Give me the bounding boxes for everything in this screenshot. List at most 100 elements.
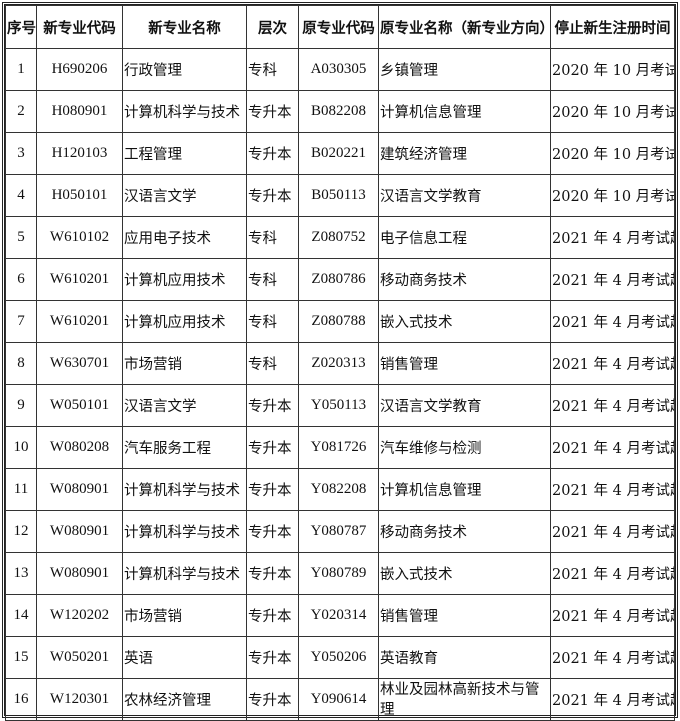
cell-level: 专升本: [246, 90, 299, 133]
header-new-code: 新专业代码: [36, 5, 123, 49]
cell-level: 专升本: [246, 594, 299, 637]
cell-level: 专升本: [246, 384, 299, 427]
cell-old-name: 移动商务技术: [378, 258, 551, 301]
cell-stop-date: 2021 年 4 月考试起: [550, 678, 675, 721]
cell-new-code: W080901: [36, 552, 123, 595]
cell-old-code: Y081726: [298, 426, 379, 469]
cell-new-name: 计算机应用技术: [122, 300, 247, 343]
cell-old-name: 英语教育: [378, 636, 551, 679]
cell-old-name: 汉语言文学教育: [378, 174, 551, 217]
cell-old-code: B050113: [298, 174, 379, 217]
cell-old-name: 销售管理: [378, 342, 551, 385]
header-new-name: 新专业名称: [122, 5, 247, 49]
cell-old-code: Z080752: [298, 216, 379, 259]
cell-old-code: Z080786: [298, 258, 379, 301]
cell-old-name: 电子信息工程: [378, 216, 551, 259]
cell-old-code: Y080787: [298, 510, 379, 553]
header-old-name: 原专业名称（新专业方向）: [378, 5, 551, 49]
cell-new-code: W050101: [36, 384, 123, 427]
cell-new-code: H080901: [36, 90, 123, 133]
cell-stop-date: 2021 年 4 月考试起: [550, 258, 675, 301]
cell-new-name: 计算机科学与技术: [122, 468, 247, 511]
cell-new-name: 计算机应用技术: [122, 258, 247, 301]
cell-new-name: 汉语言文学: [122, 174, 247, 217]
table-row: 11 W080901 计算机科学与技术 专升本 Y082208 计算机信息管理 2021 年…: [5, 468, 675, 511]
cell-old-name: 计算机信息管理: [378, 468, 551, 511]
cell-new-code: W080901: [36, 510, 123, 553]
cell-level: 专升本: [246, 552, 299, 595]
cell-level: 专升本: [246, 132, 299, 175]
cell-index: 7: [5, 300, 37, 343]
cell-index: 9: [5, 384, 37, 427]
cell-stop-date: 2020 年 10 月考试起: [550, 90, 675, 133]
cell-old-code: Y050206: [298, 636, 379, 679]
cell-old-name: 移动商务技术: [378, 510, 551, 553]
table-row: 7 W610201 计算机应用技术 专科 Z080788 嵌入式技术 2021 年 4 月考…: [5, 300, 675, 343]
cell-new-name: 计算机科学与技术: [122, 552, 247, 595]
cell-stop-date: 2020 年 10 月考试起: [550, 132, 675, 175]
cell-old-code: B020221: [298, 132, 379, 175]
cell-index: 6: [5, 258, 37, 301]
cell-old-code: Y080789: [298, 552, 379, 595]
cell-new-name: 行政管理: [122, 48, 247, 91]
cell-new-code: H050101: [36, 174, 123, 217]
cell-new-code: W080901: [36, 468, 123, 511]
cell-new-name: 市场营销: [122, 342, 247, 385]
cell-new-name: 计算机科学与技术: [122, 510, 247, 553]
cell-old-code: Z080788: [298, 300, 379, 343]
table-row: 6 W610201 计算机应用技术 专科 Z080786 移动商务技术 2021 年 4 月…: [5, 258, 675, 301]
cell-new-code: W120301: [36, 678, 123, 721]
cell-new-name: 汽车服务工程: [122, 426, 247, 469]
cell-stop-date: 2021 年 4 月考试起: [550, 216, 675, 259]
cell-stop-date: 2021 年 4 月考试起: [550, 468, 675, 511]
cell-new-name: 工程管理: [122, 132, 247, 175]
cell-index: 1: [5, 48, 37, 91]
table-row: 3 H120103 工程管理 专升本 B020221 建筑经济管理 2020 年 10 月考…: [5, 132, 675, 175]
cell-stop-date: 2020 年 10 月考试起: [550, 48, 675, 91]
cell-index: 10: [5, 426, 37, 469]
cell-index: 8: [5, 342, 37, 385]
cell-index: 5: [5, 216, 37, 259]
cell-old-name: 销售管理: [378, 594, 551, 637]
table-row: 12 W080901 计算机科学与技术 专升本 Y080787 移动商务技术 2021 年 …: [5, 510, 675, 553]
table-row: 9 W050101 汉语言文学 专升本 Y050113 汉语言文学教育 2021 年 4 月…: [5, 384, 675, 427]
cell-new-code: W610201: [36, 258, 123, 301]
cell-index: 2: [5, 90, 37, 133]
cell-stop-date: 2021 年 4 月考试起: [550, 384, 675, 427]
cell-old-code: Y020314: [298, 594, 379, 637]
cell-new-name: 农林经济管理: [122, 678, 247, 721]
table-row: 10 W080208 汽车服务工程 专升本 Y081726 汽车维修与检测 2021 年 4…: [5, 426, 675, 469]
cell-new-code: W120202: [36, 594, 123, 637]
table-row: 13 W080901 计算机科学与技术 专升本 Y080789 嵌入式技术 2021 年 4…: [5, 552, 675, 595]
cell-new-code: W610102: [36, 216, 123, 259]
cell-old-name: 林业及园林高新技术与管理: [378, 678, 551, 721]
table-row: 15 W050201 英语 专升本 Y050206 英语教育 2021 年 4 月考试起: [5, 636, 675, 679]
header-index: 序号: [5, 5, 37, 49]
cell-index: 11: [5, 468, 37, 511]
cell-stop-date: 2020 年 10 月考试起: [550, 174, 675, 217]
cell-new-code: W050201: [36, 636, 123, 679]
header-stop-date: 停止新生注册时间: [550, 5, 675, 49]
cell-new-name: 市场营销: [122, 594, 247, 637]
cell-stop-date: 2021 年 4 月考试起: [550, 342, 675, 385]
cell-level: 专科: [246, 300, 299, 343]
cell-level: 专科: [246, 216, 299, 259]
cell-new-name: 英语: [122, 636, 247, 679]
cell-level: 专升本: [246, 426, 299, 469]
cell-old-code: Z020313: [298, 342, 379, 385]
cell-level: 专升本: [246, 174, 299, 217]
cell-level: 专科: [246, 48, 299, 91]
cell-old-code: Y082208: [298, 468, 379, 511]
cell-old-code: B082208: [298, 90, 379, 133]
table-header-row: 序号 新专业代码 新专业名称 层次 原专业代码 原专业名称（新专业方向） 停止新生注册时间: [5, 5, 675, 49]
table-row: 16 W120301 农林经济管理 专升本 Y090614 林业及园林高新技术与管理 202…: [5, 678, 675, 721]
cell-old-name: 乡镇管理: [378, 48, 551, 91]
cell-old-code: Y050113: [298, 384, 379, 427]
cell-old-code: A030305: [298, 48, 379, 91]
cell-new-name: 计算机科学与技术: [122, 90, 247, 133]
cell-stop-date: 2021 年 4 月考试起: [550, 594, 675, 637]
cell-new-code: W610201: [36, 300, 123, 343]
table-row: 8 W630701 市场营销 专科 Z020313 销售管理 2021 年 4 月考试起: [5, 342, 675, 385]
